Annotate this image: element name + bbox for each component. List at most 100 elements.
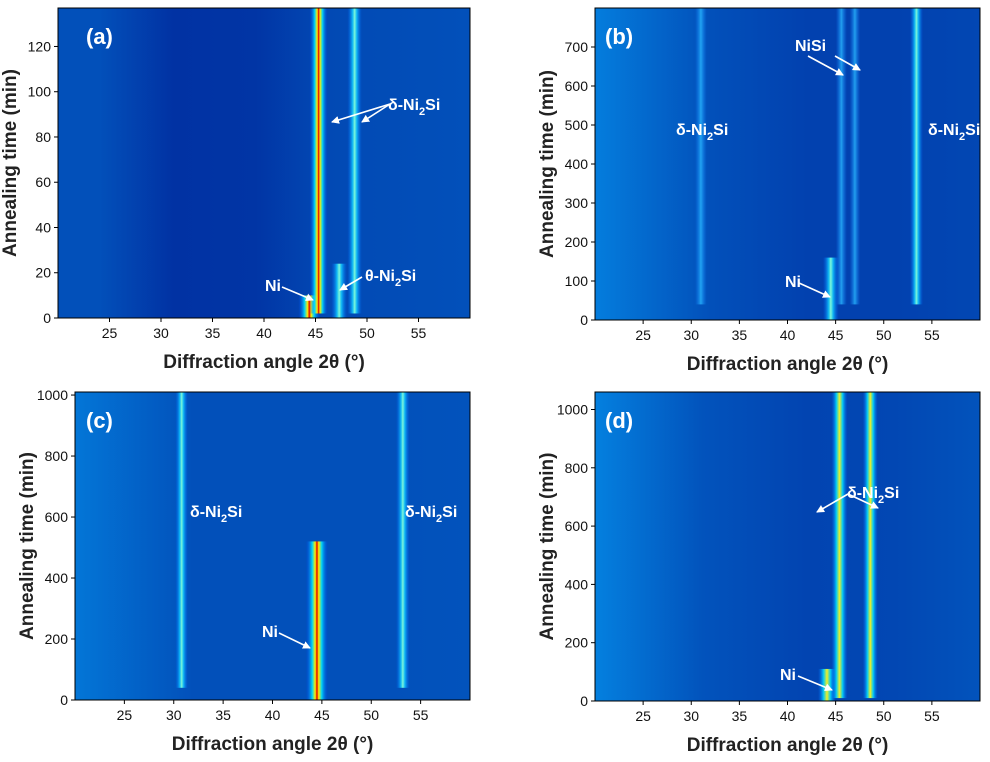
- diffraction-line: [396, 392, 410, 688]
- diffraction-line: [695, 8, 707, 305]
- panel-1: 25 30 35 40 45 50 55 0 100 200 300 400 500 600 700 Diff…: [537, 7, 981, 375]
- panel-label: (c): [86, 408, 113, 433]
- phase-annotation: Ni: [265, 278, 281, 295]
- y-tick-label: 100: [565, 273, 589, 289]
- x-tick-label: 50: [363, 707, 379, 723]
- x-tick-label: 45: [828, 708, 844, 724]
- x-axis-title: Diffraction angle 2θ (°): [163, 352, 365, 373]
- x-tick-label: 55: [413, 707, 429, 723]
- phase-annotation: δ-Ni2Si: [928, 122, 980, 143]
- diffraction-line: [175, 392, 188, 688]
- x-tick-label: 25: [635, 327, 651, 343]
- y-tick-label: 0: [60, 692, 68, 708]
- x-tick-label: 30: [166, 707, 182, 723]
- y-tick-label: 400: [565, 576, 589, 592]
- x-tick-label: 50: [876, 708, 892, 724]
- y-tick-label: 800: [45, 448, 69, 464]
- annotation-arrow: [281, 286, 314, 301]
- annotation-arrow: [807, 55, 844, 76]
- y-tick-label: 1000: [37, 387, 68, 403]
- annotation-arrow: [339, 276, 363, 291]
- x-tick-label: 55: [924, 327, 940, 343]
- panel-0: 25 30 35 40 45 50 55 0 20 40 60 80 100 120 Diffraction…: [0, 7, 471, 373]
- y-tick-label: 400: [45, 570, 69, 586]
- x-axis-title: Diffraction angle 2θ (°): [687, 735, 889, 756]
- panel-label: (a): [86, 24, 113, 49]
- x-tick-label: 25: [635, 708, 651, 724]
- x-tick-label: 55: [411, 325, 427, 341]
- y-tick-label: 400: [565, 156, 589, 172]
- phase-annotation: NiSi: [795, 38, 826, 55]
- phase-annotation: δ-Ni2Si: [190, 504, 242, 525]
- y-axis-title: Annealing time (min): [537, 70, 558, 258]
- y-tick-label: 600: [565, 518, 589, 534]
- x-axis-title: Diffraction angle 2θ (°): [172, 734, 374, 755]
- annotation-arrow: [847, 493, 879, 509]
- y-tick-label: 60: [35, 174, 51, 190]
- diffraction-line: [849, 8, 861, 305]
- x-tick-label: 25: [117, 707, 133, 723]
- diffraction-line: [822, 257, 839, 320]
- annotation-arrow: [798, 282, 831, 298]
- diffraction-line: [862, 392, 878, 699]
- x-tick-label: 45: [828, 327, 844, 343]
- x-tick-label: 30: [683, 708, 699, 724]
- y-axis-title: Annealing time (min): [17, 452, 38, 640]
- y-tick-label: 200: [565, 234, 589, 250]
- x-tick-label: 25: [102, 325, 118, 341]
- diffraction-line: [909, 8, 923, 305]
- annotation-arrow: [797, 675, 833, 692]
- x-tick-label: 45: [314, 707, 330, 723]
- heatmap-background: [58, 8, 470, 318]
- y-tick-label: 1000: [557, 401, 588, 417]
- y-tick-label: 0: [580, 312, 588, 328]
- phase-annotation: δ-Ni2Si: [405, 504, 457, 525]
- y-tick-label: 20: [35, 265, 51, 281]
- x-tick-label: 50: [876, 327, 892, 343]
- x-tick-label: 30: [683, 327, 699, 343]
- y-tick-label: 800: [565, 460, 589, 476]
- x-tick-label: 40: [780, 708, 796, 724]
- x-tick-label: 35: [732, 708, 748, 724]
- phase-annotation: Ni: [785, 274, 801, 291]
- panel-2: 25 30 35 40 45 50 55 0 200 400 600 800 1000 Diffracti…: [17, 387, 471, 755]
- x-tick-label: 35: [732, 327, 748, 343]
- x-tick-label: 35: [205, 325, 221, 341]
- diffraction-line: [309, 8, 328, 314]
- y-tick-label: 0: [43, 310, 51, 326]
- panel-3: 25 30 35 40 45 50 55 0 200 400 600 800 1000 Diffracti…: [537, 391, 981, 756]
- diffraction-line: [835, 8, 847, 305]
- phase-annotation: δ-Ni2Si: [388, 97, 440, 118]
- y-axis-title: Annealing time (min): [0, 69, 21, 257]
- annotation-arrow: [278, 632, 311, 649]
- diffraction-line: [831, 392, 848, 699]
- x-axis-title: Diffraction angle 2θ (°): [687, 354, 889, 375]
- y-tick-label: 600: [565, 78, 589, 94]
- x-tick-label: 55: [924, 708, 940, 724]
- y-tick-label: 300: [565, 195, 589, 211]
- x-tick-label: 40: [780, 327, 796, 343]
- annotation-arrow: [331, 103, 391, 124]
- y-tick-label: 80: [35, 129, 51, 145]
- y-tick-label: 200: [45, 631, 69, 647]
- x-tick-label: 45: [308, 325, 324, 341]
- diffraction-line: [305, 541, 328, 700]
- panel-label: (b): [605, 24, 633, 49]
- x-tick-label: 50: [359, 325, 375, 341]
- heatmap-background: [595, 392, 980, 701]
- phase-annotation: Ni: [780, 667, 796, 684]
- phase-annotation: δ-Ni2Si: [676, 122, 728, 143]
- y-tick-label: 700: [565, 39, 589, 55]
- annotation-arrow: [361, 103, 391, 123]
- x-tick-label: 30: [153, 325, 169, 341]
- y-tick-label: 200: [565, 635, 589, 651]
- diffraction-line: [331, 263, 348, 318]
- x-tick-label: 35: [215, 707, 231, 723]
- heatmap-background: [75, 392, 470, 700]
- diffraction-line: [347, 8, 362, 314]
- y-tick-label: 120: [28, 38, 52, 54]
- x-tick-label: 40: [265, 707, 281, 723]
- y-tick-label: 40: [35, 219, 51, 235]
- annotation-arrow: [834, 55, 861, 71]
